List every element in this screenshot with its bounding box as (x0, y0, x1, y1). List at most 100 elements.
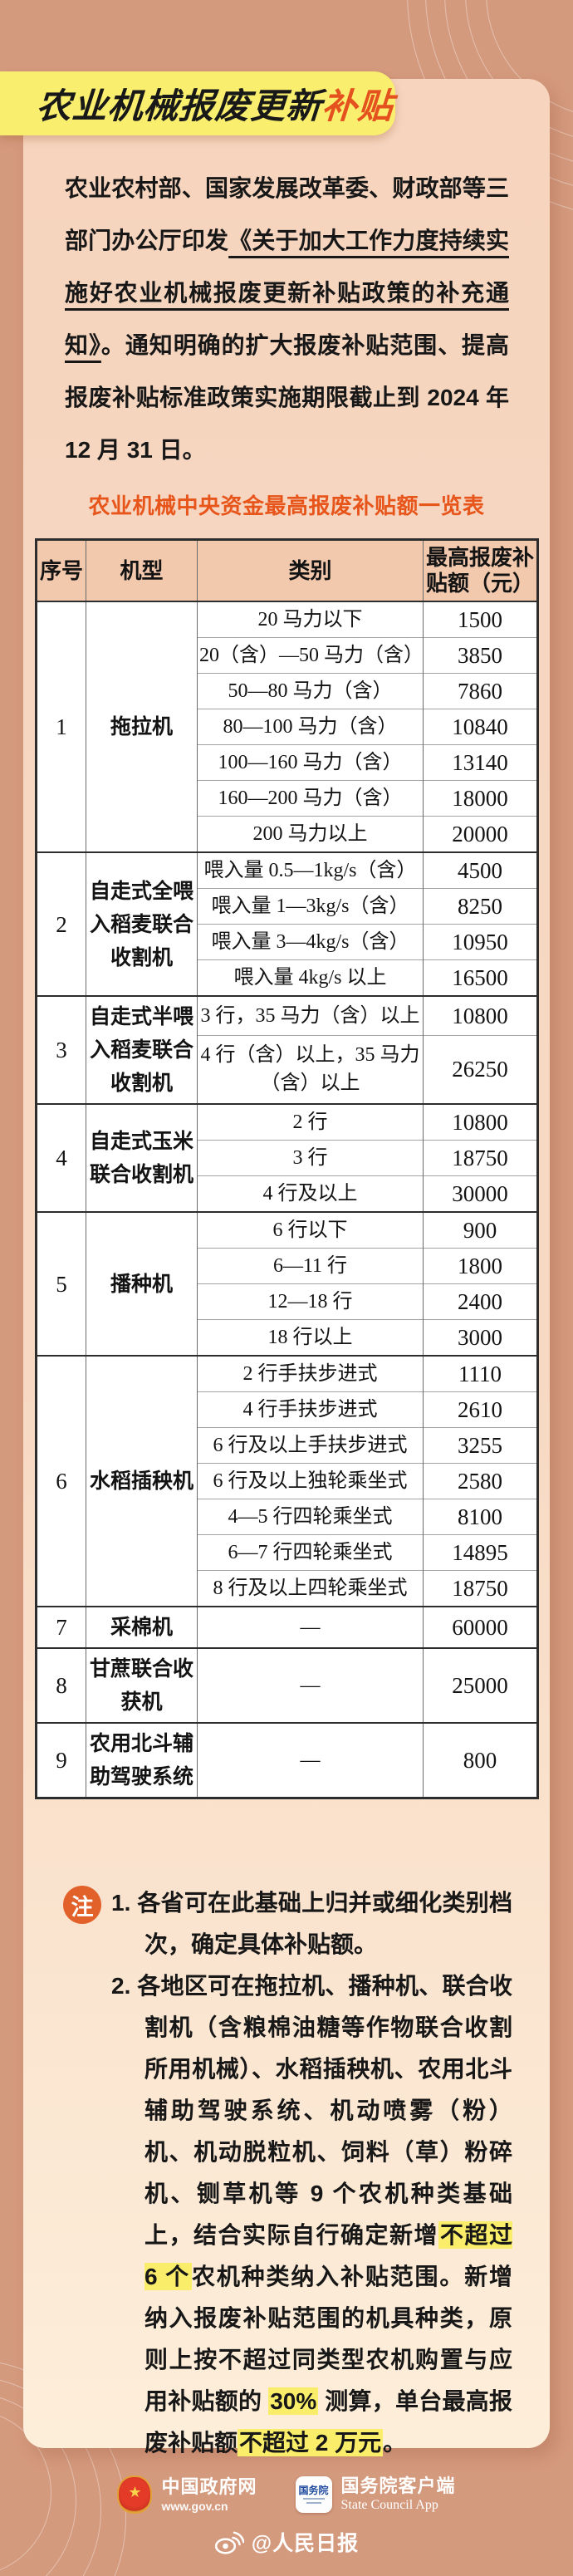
category-cell: 100—160 马力（含） (197, 744, 424, 781)
category-cell: 20 马力以下 (197, 601, 424, 638)
category-cell: 4 行（含）以上，35 马力（含）以上 (197, 1034, 424, 1105)
category-cell: 12—18 行 (197, 1283, 424, 1320)
note-text: 测算，单台最高报废补贴额 (144, 2388, 512, 2456)
table-row: 3 自走式半喂入稻麦联合收割机 3 行，35 马力（含）以上 10800 (36, 995, 538, 1105)
amount-cell: 10840 (423, 709, 538, 745)
category-cell: 6—7 行四轮乘坐式 (197, 1534, 424, 1571)
note-text: 农机种类纳入补贴范围。新增纳入报废补贴范围的机具种类，原则上按不超过同类型农机购… (144, 2264, 512, 2415)
amount-cell: 3255 (423, 1427, 538, 1464)
note-item: 1. 各省可在此基础上归并或细化类别档次，确定具体补贴额。 (111, 1882, 512, 1965)
note-text: 。 (383, 2430, 407, 2456)
table-row: 2 自走式全喂入稻麦联合收割机 喂入量 0.5—1kg/s（含） 4500 (36, 851, 538, 997)
category-cell: 4 行手扶步进式 (197, 1391, 424, 1428)
table-row: 18 行以上 3000 (37, 1319, 538, 1357)
amount-cell: 7860 (423, 673, 538, 709)
note-text: 各省可在此基础上归并或细化类别档次，确定具体补贴额。 (137, 1890, 512, 1958)
category-cell: — (197, 1647, 424, 1724)
amount-cell: 26250 (423, 1034, 538, 1105)
table-row: 3 行 18750 (37, 1140, 538, 1176)
serial-cell: 4 (36, 1103, 86, 1213)
state-council-app-name-en: State Council App (340, 2498, 438, 2513)
serial-cell: 5 (36, 1211, 86, 1357)
table-row: 7 采棉机 —60000 (36, 1606, 538, 1649)
machine-cell: 自走式半喂入稻麦联合收割机 (86, 995, 198, 1105)
subsidy-table-body: 1 拖拉机 20 马力以下 1500 20（含）—50 马力（含） 3850 50—80 马… (36, 601, 538, 1798)
note-text: 各地区可在拖拉机、播种机、联合收割机（含粮棉油糖等作物联合收割所用机械）、水稻插… (137, 1973, 512, 2249)
amount-cell: 3850 (423, 637, 538, 674)
amount-cell: 10800 (423, 995, 538, 1036)
serial-cell: 9 (36, 1722, 86, 1798)
weibo-account-name: @人民日报 (251, 2532, 360, 2555)
amount-cell: 18750 (423, 1570, 538, 1607)
weibo-attribution: @人民日报 (214, 2527, 359, 2557)
category-cell: 160—200 马力（含） (197, 780, 424, 817)
amount-cell: 8100 (423, 1499, 538, 1535)
gov-website-url: www.gov.cn (161, 2500, 228, 2514)
national-emblem-icon: ★ (117, 2475, 153, 2514)
table-title: 农业机械中央资金最高报废补贴额一览表 (88, 493, 485, 518)
table-row: 4—5 行四轮乘坐式 8100 (37, 1499, 538, 1535)
amount-cell: 4500 (423, 851, 538, 889)
amount-cell: 1110 (423, 1355, 538, 1392)
table-row: 80—100 马力（含） 10840 (37, 709, 538, 745)
machine-cell: 自走式全喂入稻麦联合收割机 (86, 851, 198, 997)
table-row: 20（含）—50 马力（含） 3850 (37, 637, 538, 674)
category-cell: 4 行及以上 (197, 1175, 424, 1213)
table-row: 8 甘蔗联合收获机 —25000 (36, 1647, 538, 1724)
category-cell: 6 行及以上手扶步进式 (197, 1427, 424, 1464)
footer-logos: ★ 中国政府网 www.gov.cn 国务院 国务院客户端 State Coun… (117, 2475, 455, 2514)
footer: ★ 中国政府网 www.gov.cn 国务院 国务院客户端 State Coun… (0, 2475, 573, 2557)
amount-cell: 18000 (423, 780, 538, 817)
state-council-icon-label: 国务院 (298, 2485, 329, 2496)
column-header: 最高报废补贴额（元） (423, 539, 538, 603)
machine-cell: 甘蔗联合收获机 (86, 1647, 198, 1724)
category-cell: 2 行 (197, 1103, 424, 1141)
highlight-text: 不超过 2 万元 (238, 2429, 384, 2457)
serial-cell: 6 (36, 1355, 86, 1607)
table-row: 6 行及以上独轮乘坐式 2580 (37, 1463, 538, 1499)
note-list: 1. 各省可在此基础上归并或细化类别档次，确定具体补贴额。 2. 各地区可在拖拉机… (111, 1882, 512, 2464)
serial-cell: 1 (36, 601, 86, 853)
table-row: 4 行手扶步进式 2610 (37, 1391, 538, 1428)
amount-cell: 18750 (423, 1140, 538, 1176)
category-cell: 4—5 行四轮乘坐式 (197, 1499, 424, 1535)
intro-text-before: 农业农村部、国家发展改革委、财政部等三部门办公厅印发 (65, 175, 509, 253)
category-cell: 50—80 马力（含） (197, 673, 424, 709)
amount-cell: 10800 (423, 1103, 538, 1141)
table-row: 喂入量 4kg/s 以上 16500 (37, 959, 538, 997)
amount-cell: 900 (423, 1211, 538, 1249)
machine-cell: 水稻插秧机 (86, 1355, 198, 1607)
amount-cell: 3000 (423, 1319, 538, 1357)
amount-cell: 16500 (423, 959, 538, 997)
intro-paragraph: 农业农村部、国家发展改革委、财政部等三部门办公厅印发《关于加大工作力度持续实施好… (65, 162, 509, 476)
amount-cell: 2610 (423, 1391, 538, 1428)
table-row: 6 行及以上手扶步进式 3255 (37, 1427, 538, 1464)
serial-cell: 3 (36, 995, 86, 1105)
amount-cell: 2580 (423, 1463, 538, 1499)
amount-cell: 60000 (423, 1606, 538, 1649)
subsidy-table: 序号 机型 类别 最高报废补贴额（元） 1 拖拉机 20 马力以下 1500 20（含）—50… (35, 538, 539, 1800)
category-cell: 6 行及以上独轮乘坐式 (197, 1463, 424, 1499)
page-title-main: 农业机械报废更新 (35, 86, 324, 125)
table-row: 8 行及以上四轮乘坐式 18750 (37, 1570, 538, 1607)
category-cell: 3 行 (197, 1140, 424, 1176)
serial-cell: 7 (36, 1606, 86, 1649)
content-card: 农业农村部、国家发展改革委、财政部等三部门办公厅印发《关于加大工作力度持续实施好… (23, 79, 550, 2457)
category-cell: 3 行，35 马力（含）以上 (197, 995, 424, 1036)
title-banner: 农业机械报废更新补贴 (0, 71, 395, 135)
column-header: 类别 (197, 539, 424, 603)
category-cell: 6—11 行 (197, 1248, 424, 1284)
note-badge: 注 (63, 1886, 101, 1925)
policy-document-title: 《关于加大工作力度持续实施好农业机械报废更新补贴政策的补充通知》 (65, 228, 509, 358)
page-title: 农业机械报废更新补贴 (35, 78, 395, 129)
amount-cell: 14895 (423, 1534, 538, 1571)
category-cell: 8 行及以上四轮乘坐式 (197, 1570, 424, 1607)
table-row: 200 马力以上 20000 (37, 816, 538, 853)
state-council-app-name: 国务院客户端 (340, 2475, 456, 2497)
machine-cell: 播种机 (86, 1211, 198, 1357)
table-row: 160—200 马力（含） 18000 (37, 780, 538, 817)
table-row: 4 行及以上 30000 (37, 1175, 538, 1213)
note-number: 2. (111, 1973, 131, 1999)
table-row: 4 自走式玉米联合收割机 2 行 10800 (36, 1103, 538, 1213)
weibo-icon (214, 2531, 244, 2554)
